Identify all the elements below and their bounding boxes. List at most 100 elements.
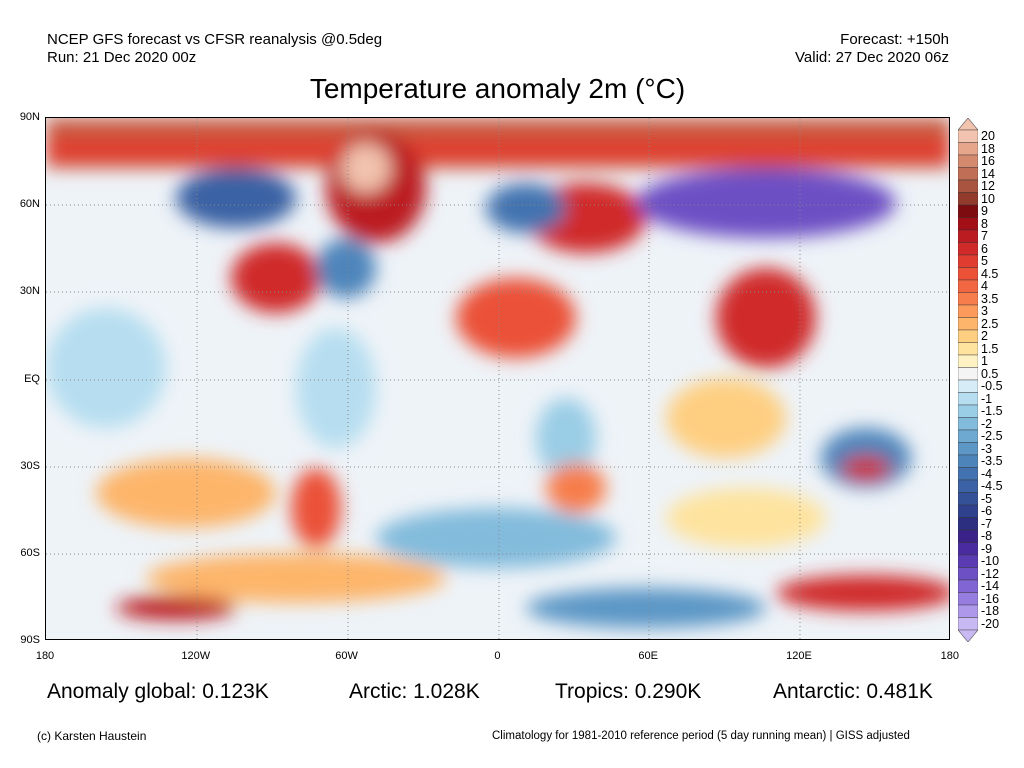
colorbar-label: 9 [981,204,988,219]
anomaly-antarctic: Antarctic: 0.481K [773,680,933,703]
climatology-note: Climatology for 1981-2010 reference peri… [492,730,910,742]
anomaly-arctic: Arctic: 1.028K [349,680,480,703]
anomaly-global: Anomaly global: 0.123K [47,680,269,703]
colorbar-label: 1.5 [981,341,999,356]
colorbar-label: 1 [981,354,988,369]
colorbar-bin [958,154,978,168]
lon-label: 180 [35,650,55,662]
lat-label: 60S [20,547,40,559]
colorbar-label: -8 [981,529,993,544]
lat-label: 30N [19,285,40,298]
colorbar-label: 2.5 [981,316,999,331]
colorbar-bin [958,454,978,468]
lon-label: 0 [494,650,501,662]
anomaly-map [45,117,950,640]
colorbar-bin [958,354,978,368]
colorbar-label: 4.5 [981,266,999,281]
colorbar-label: -16 [981,591,1000,606]
colorbar-label: 5 [981,254,988,269]
graticule [46,118,949,639]
colorbar-bin [958,342,978,356]
colorbar-label: 6 [981,241,988,256]
colorbar-label: -9 [981,541,993,556]
colorbar-bin [958,417,978,431]
colorbar-label: 16 [981,154,995,169]
colorbar-bin [958,567,978,581]
colorbar-bin [958,592,978,606]
colorbar-label: 7 [981,229,988,244]
colorbar-bin [958,179,978,193]
colorbar-bin [958,367,978,381]
colorbar-label: 4 [981,279,988,294]
lat-label: 30S [20,459,40,472]
colorbar-bin [958,217,978,231]
colorbar-bin [958,492,978,506]
colorbar-bin [958,242,978,256]
colorbar-label: -0.5 [981,379,1003,394]
colorbar-label: 18 [981,141,995,156]
colorbar-label: -18 [981,604,1000,619]
colorbar-label: -5 [981,491,993,506]
colorbar-label: -6 [981,504,993,519]
colorbar-label: 3.5 [981,291,999,306]
colorbar-label: -14 [981,579,1000,594]
colorbar-label: -1 [981,391,993,406]
colorbar-bin [958,617,978,631]
lat-label: 90N [19,111,40,123]
colorbar-bin [958,304,978,318]
colorbar-bin [958,167,978,181]
credit: (c) Karsten Haustein [37,729,147,743]
lat-label: 60N [19,198,40,211]
colorbar-label: 3 [981,304,988,319]
colorbar-bin [958,254,978,268]
colorbar-label: -4 [981,466,993,481]
colorbar-label: -10 [981,554,1000,569]
colorbar-bin [958,229,978,243]
anomaly-tropics: Tropics: 0.290K [555,680,702,703]
colorbar-label: -2 [981,416,993,431]
colorbar-label: 10 [981,191,995,206]
colorbar-label: -2.5 [981,429,1003,444]
map-title: Temperature anomaly 2m (°C) [309,73,686,104]
colorbar-bin [958,504,978,518]
colorbar-label: -3 [981,441,993,456]
colorbar-bin [958,192,978,206]
colorbar-label: 20 [981,129,995,144]
colorbar-bin [958,404,978,418]
colorbar-bin [958,517,978,531]
colorbar-label: 2 [981,329,988,344]
colorbar [958,118,978,642]
colorbar-min-triangle [958,629,978,642]
colorbar-bin [958,279,978,293]
lat-label: EQ [24,372,40,385]
colorbar-bin [958,392,978,406]
colorbar-bin [958,429,978,443]
colorbar-label: -7 [981,516,993,531]
colorbar-label: 0.5 [981,366,999,381]
colorbar-bin [958,529,978,543]
colorbar-bin [958,554,978,568]
colorbar-label: 8 [981,216,988,231]
colorbar-bin [958,142,978,156]
colorbar-bin [958,129,978,143]
colorbar-label: -4.5 [981,479,1003,494]
colorbar-label: -3.5 [981,454,1003,469]
colorbar-label: -12 [981,566,1000,581]
lon-label: 60W [335,650,358,662]
lon-label: 60E [638,650,658,662]
lon-label: 120E [786,650,812,662]
colorbar-bin [958,542,978,556]
colorbar-label: 14 [981,166,995,181]
colorbar-bin [958,379,978,393]
forecast-hour: Forecast: +150h [840,31,949,48]
lon-label: 120W [181,650,211,662]
colorbar-bin [958,467,978,481]
colorbar-label: -20 [981,616,1000,631]
model-description: NCEP GFS forecast vs CFSR reanalysis @0.… [47,31,383,48]
colorbar-bin [958,442,978,456]
valid-time: Valid: 27 Dec 2020 06z [795,49,949,66]
run-time: Run: 21 Dec 2020 00z [47,49,197,66]
colorbar-bin [958,267,978,281]
colorbar-bin [958,329,978,343]
colorbar-bin [958,204,978,218]
